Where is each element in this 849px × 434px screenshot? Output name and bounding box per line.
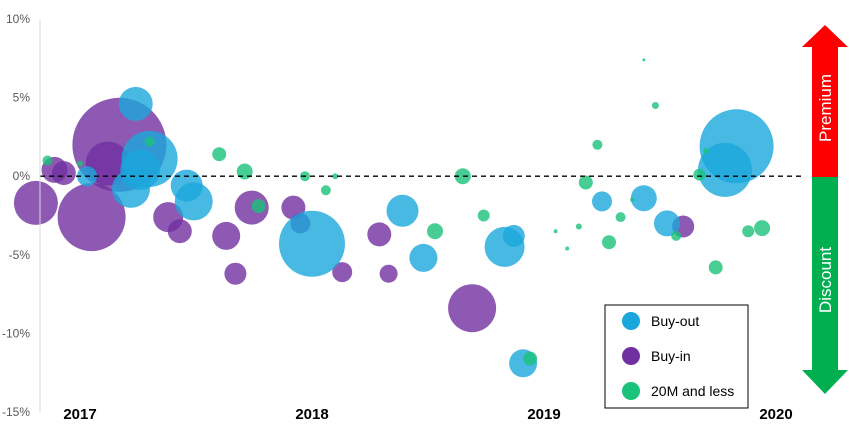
bubble-20m-and-less-5: [251, 199, 266, 214]
bubble-buy-out-15: [654, 210, 680, 237]
bubble-buy-out-6: [174, 182, 213, 221]
y-axis-ticks: 10% 5% 0% -5% -10% -15%: [2, 12, 30, 419]
legend-marker: [622, 312, 640, 330]
bubble-20m-and-less-8: [332, 173, 339, 180]
discount-label: Discount: [816, 247, 835, 313]
bubble-20m-and-less-18: [602, 235, 616, 250]
bubble-20m-and-less-3: [212, 147, 227, 162]
bubble-20m-and-less-14: [565, 246, 570, 251]
bubble-20m-and-less-19: [615, 212, 626, 223]
y-tick-label: -5%: [9, 248, 31, 262]
bubble-buy-in-10: [234, 190, 269, 225]
bubble-20m-and-less-1: [77, 160, 83, 167]
bubble-20m-and-less-13: [553, 229, 558, 234]
y-tick-label: 5%: [13, 91, 31, 105]
bubble-buy-in-8: [212, 221, 241, 250]
premium-discount-arrow: Premium Discount: [802, 25, 848, 394]
bubble-20m-and-less-0: [42, 155, 53, 166]
bubble-20m-and-less-10: [454, 168, 471, 185]
y-tick-label: -10%: [2, 326, 30, 340]
bubble-buy-out-14: [630, 185, 657, 212]
bubble-20m-and-less-9: [427, 223, 443, 240]
legend-items: Buy-out Buy-in 20M and less: [622, 312, 734, 400]
bubble-20m-and-less-22: [651, 102, 659, 109]
bubble-buy-in-2: [57, 183, 126, 252]
bubble-20m-and-less-21: [642, 58, 646, 62]
bubble-buy-out-13: [592, 191, 612, 212]
bubble-buy-out-3: [118, 86, 153, 121]
premium-label: Premium: [816, 74, 835, 142]
bubble-20m-and-less-16: [578, 175, 593, 190]
bubble-20m-and-less-11: [477, 209, 490, 222]
x-tick-label: 2017: [63, 406, 96, 423]
legend: Buy-out Buy-in 20M and less: [604, 304, 749, 409]
bubble-buy-in-5: [51, 161, 76, 186]
x-tick-label: 2020: [759, 406, 792, 423]
bubble-20m-and-less-25: [703, 148, 710, 154]
bubble-buy-in-3: [13, 180, 58, 225]
bubble-buy-in-16: [448, 284, 497, 333]
bubble-buy-out-8: [386, 194, 419, 227]
bubble-buy-out-9: [409, 243, 438, 272]
bubble-20m-and-less-20: [630, 197, 635, 202]
bubble-buy-out-7: [279, 210, 345, 277]
x-tick-label: 2018: [295, 406, 328, 423]
legend-label: 20M and less: [651, 383, 734, 399]
x-axis-ticks: 2017 2018 2019 2020: [63, 406, 792, 423]
bubble-buy-out-2: [121, 130, 178, 187]
y-tick-label: 0%: [13, 169, 31, 183]
bubble-20m-and-less-23: [671, 230, 682, 241]
legend-marker: [622, 382, 640, 400]
bubble-buy-out-17: [698, 142, 752, 197]
bubble-buy-out-11: [502, 224, 525, 247]
bubble-buy-in-7: [167, 219, 192, 244]
y-tick-label: 10%: [6, 12, 30, 26]
y-tick-label: -15%: [2, 405, 30, 419]
bubble-20m-and-less-26: [708, 260, 723, 275]
bubble-20m-and-less-24: [693, 168, 706, 181]
legend-label: Buy-out: [651, 313, 699, 329]
bubble-20m-and-less-27: [742, 225, 755, 238]
bubble-20m-and-less-4: [236, 163, 253, 180]
discount-arrow-head: [802, 177, 848, 394]
bubble-20m-and-less-15: [575, 223, 582, 230]
bubble-20m-and-less-2: [144, 136, 155, 147]
bubble-20m-and-less-7: [320, 185, 331, 196]
bubble-buy-in-13: [332, 262, 353, 283]
premium-arrow-head: [802, 25, 848, 177]
bubble-buy-in-14: [367, 222, 392, 247]
bubble-layer: [13, 58, 774, 378]
bubble-buy-in-9: [224, 262, 247, 285]
bubble-20m-and-less-17: [592, 139, 603, 150]
legend-marker: [622, 347, 640, 365]
bubble-20m-and-less-28: [754, 220, 771, 237]
bubble-20m-and-less-12: [523, 351, 538, 366]
legend-label: Buy-in: [651, 348, 691, 364]
x-tick-label: 2019: [527, 406, 560, 423]
bubble-buy-in-15: [379, 264, 398, 283]
